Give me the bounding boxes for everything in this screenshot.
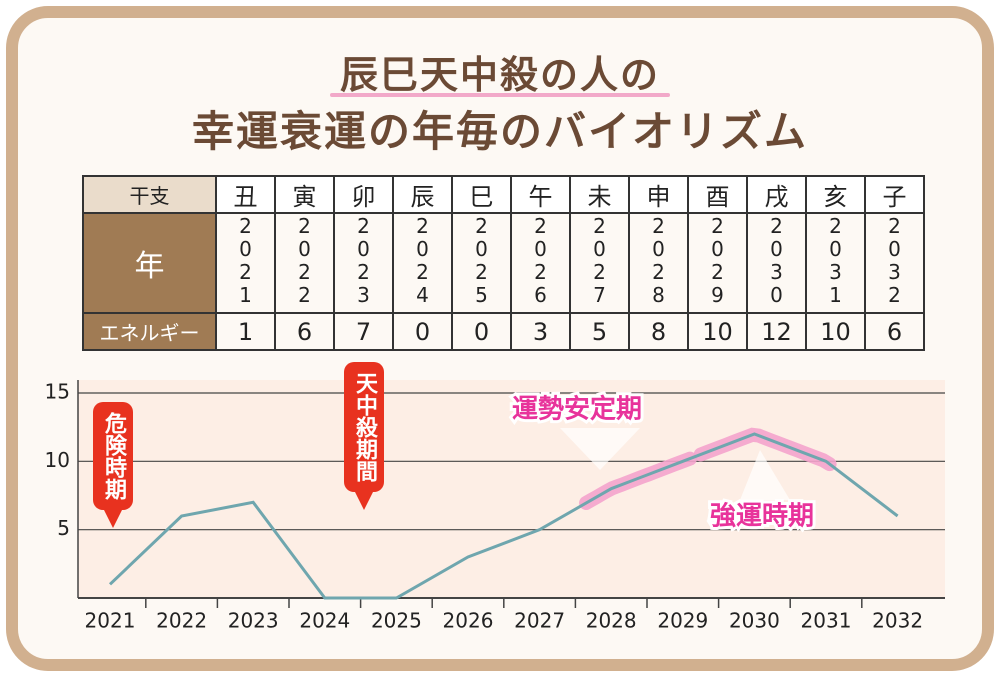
year-cell: 2022 — [274, 212, 335, 314]
eto-cell: 卯 — [333, 175, 394, 214]
energy-cell: 7 — [333, 312, 394, 351]
x-tick-label: 2022 — [156, 609, 207, 633]
row-label: 年 — [82, 212, 217, 314]
year-cell: 2029 — [687, 212, 748, 314]
callout: 危険時期 — [93, 402, 133, 528]
callout: 天中殺期間 — [344, 362, 384, 510]
energy-cell: 3 — [510, 312, 571, 351]
year-cell: 2030 — [746, 212, 807, 314]
x-tick-label: 2030 — [729, 609, 780, 633]
period-label: 強運時期 — [710, 502, 814, 532]
x-tick-label: 2028 — [586, 609, 637, 633]
energy-cell: 8 — [628, 312, 689, 351]
y-tick-label: 10 — [45, 448, 70, 472]
energy-cell: 10 — [805, 312, 866, 351]
year-cell: 2021 — [215, 212, 276, 314]
year-text: 2026 — [528, 214, 553, 306]
year-cell: 2023 — [333, 212, 394, 314]
x-tick-label: 2021 — [85, 609, 136, 633]
year-text: 2029 — [705, 214, 730, 306]
title-underline — [330, 93, 670, 97]
energy-cell: 6 — [864, 312, 925, 351]
period-label: 運勢安定期 — [512, 394, 642, 425]
year-cell: 2031 — [805, 212, 866, 314]
year-text: 2027 — [587, 214, 612, 306]
data-line — [108, 432, 899, 600]
x-tick-label: 2032 — [872, 609, 923, 633]
x-tick-label: 2024 — [299, 609, 350, 633]
year-cell: 2026 — [510, 212, 571, 314]
eto-cell: 戌 — [746, 175, 807, 214]
label-pointer — [560, 428, 640, 470]
title-line1: 辰巳天中殺の人の — [339, 52, 660, 97]
energy-cell: 10 — [687, 312, 748, 351]
year-text: 2021 — [233, 214, 258, 306]
eto-cell: 未 — [569, 175, 630, 214]
year-text: 2032 — [882, 214, 907, 306]
energy-cell: 1 — [215, 312, 276, 351]
y-tick-label: 5 — [57, 516, 70, 540]
year-text: 2023 — [351, 214, 376, 306]
eto-cell: 寅 — [274, 175, 335, 214]
eto-cell: 丑 — [215, 175, 276, 214]
x-tick-label: 2025 — [371, 609, 422, 633]
label-pointer — [740, 450, 790, 500]
plot-area — [78, 380, 945, 598]
year-text: 2024 — [410, 214, 435, 306]
x-tick-label: 2023 — [228, 609, 279, 633]
eto-cell: 子 — [864, 175, 925, 214]
energy-cell: 6 — [274, 312, 335, 351]
energy-table: 干支丑寅卯辰巳午未申酉戌亥子 年 2021 2022 2023 2024 2025 2026… — [82, 175, 925, 351]
title-line2: 幸運衰運の年毎のバイオリズム — [191, 107, 808, 156]
energy-cell: 0 — [392, 312, 453, 351]
eto-cell: 酉 — [687, 175, 748, 214]
year-cell: 2024 — [392, 212, 453, 314]
year-text: 2025 — [469, 214, 494, 306]
x-tick-label: 2026 — [443, 609, 494, 633]
y-tick-label: 15 — [45, 380, 70, 404]
eto-cell: 辰 — [392, 175, 453, 214]
energy-cell: 12 — [746, 312, 807, 351]
year-cell: 2025 — [451, 212, 512, 314]
energy-cell: 0 — [451, 312, 512, 351]
year-text: 2031 — [823, 214, 848, 306]
eto-cell: 申 — [628, 175, 689, 214]
year-cell: 2032 — [864, 212, 925, 314]
eto-cell: 亥 — [805, 175, 866, 214]
year-cell: 2028 — [628, 212, 689, 314]
year-text: 2030 — [764, 214, 789, 306]
year-text: 2022 — [292, 214, 317, 306]
x-tick-label: 2029 — [657, 609, 708, 633]
row-label: 干支 — [82, 175, 217, 214]
energy-cell: 5 — [569, 312, 630, 351]
eto-cell: 巳 — [451, 175, 512, 214]
x-tick-label: 2027 — [514, 609, 565, 633]
year-cell: 2027 — [569, 212, 630, 314]
eto-cell: 午 — [510, 175, 571, 214]
x-tick-label: 2031 — [801, 609, 852, 633]
year-text: 2028 — [646, 214, 671, 306]
row-label: エネルギー — [82, 312, 217, 351]
